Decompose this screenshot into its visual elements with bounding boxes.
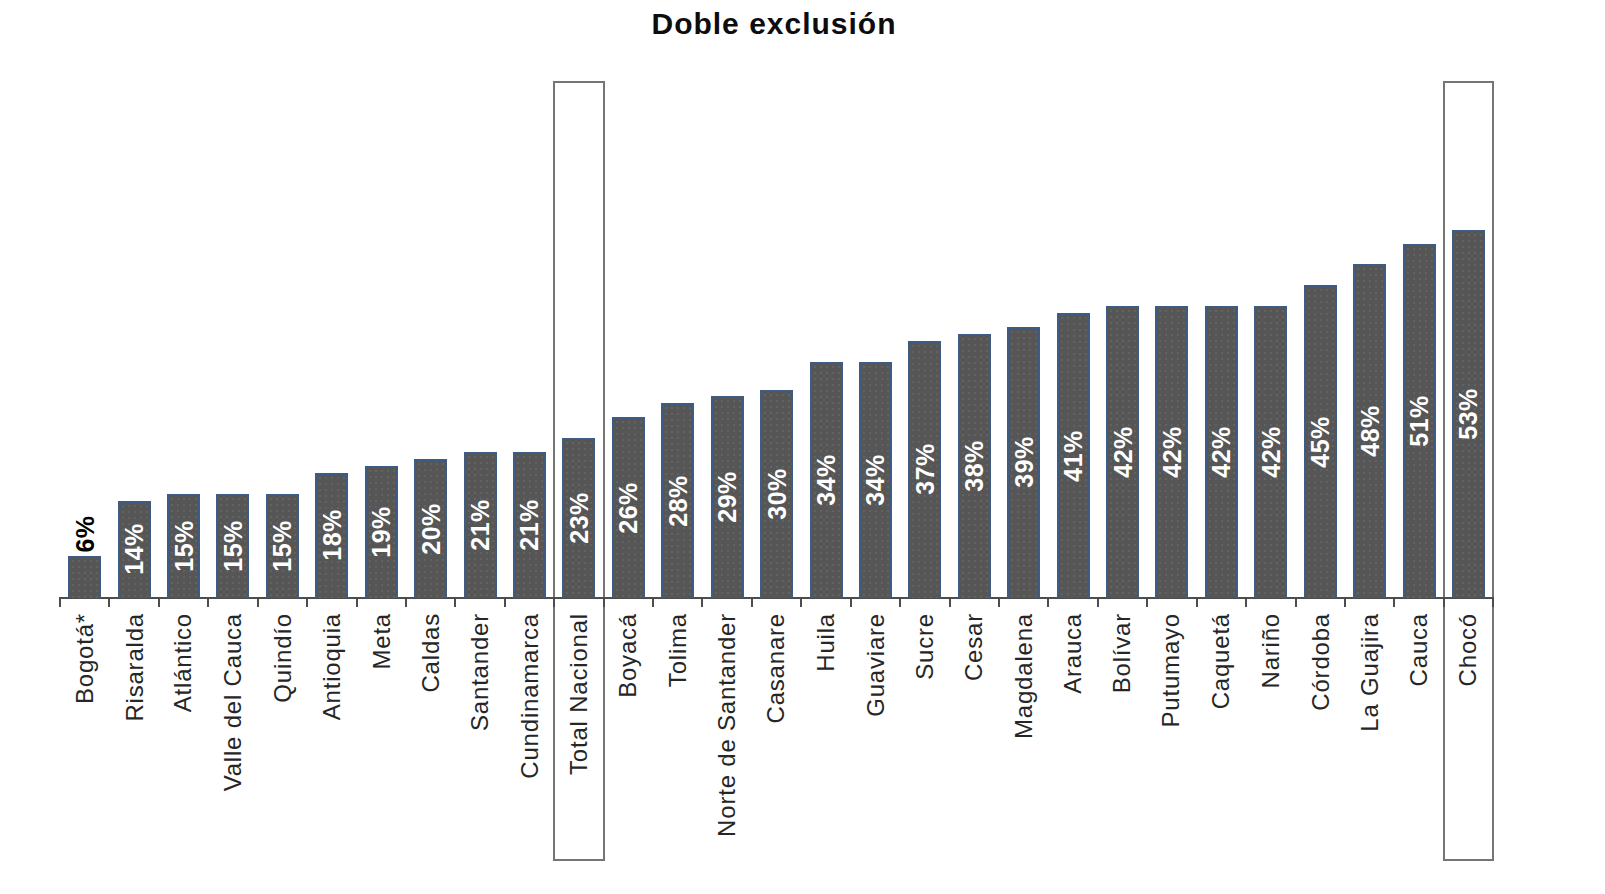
axis-tick xyxy=(1393,597,1395,607)
value-label: 42% xyxy=(1256,426,1285,478)
category-label: Caldas xyxy=(419,613,443,693)
category-label: La Guajira xyxy=(1358,613,1382,732)
value-label: 15% xyxy=(268,520,297,572)
category-label: Huila xyxy=(814,613,838,672)
value-label: 20% xyxy=(416,503,445,555)
category-label: Meta xyxy=(369,613,393,670)
category-label: Magdalena xyxy=(1012,613,1036,739)
axis-tick xyxy=(701,597,703,607)
category-label: Tolima xyxy=(666,613,690,687)
axis-tick xyxy=(504,597,506,607)
axis-tick xyxy=(603,597,605,607)
chart-title: Doble exclusión xyxy=(651,7,896,41)
value-label: 30% xyxy=(762,468,791,520)
axis-tick xyxy=(1097,597,1099,607)
category-label: Risaralda xyxy=(122,613,146,722)
value-label: 34% xyxy=(812,454,841,506)
axis-tick xyxy=(257,597,259,607)
value-label: 42% xyxy=(1207,426,1236,478)
category-label: Bolívar xyxy=(1111,613,1135,693)
axis-tick xyxy=(800,597,802,607)
category-label: Cesar xyxy=(962,613,986,681)
category-label: Córdoba xyxy=(1308,613,1332,711)
category-label: Total Nacional xyxy=(567,613,591,775)
axis-tick xyxy=(1443,597,1445,607)
value-label: 29% xyxy=(713,471,742,523)
category-label: Bogotá* xyxy=(73,613,97,704)
value-label: 51% xyxy=(1405,395,1434,447)
axis-tick xyxy=(553,597,555,607)
value-label: 42% xyxy=(1157,426,1186,478)
category-label: Boyacá xyxy=(616,613,640,698)
category-label: Quindío xyxy=(270,613,294,703)
axis-tick xyxy=(949,597,951,607)
value-label: 15% xyxy=(169,520,198,572)
category-label: Norte de Santander xyxy=(715,613,739,837)
axis-tick xyxy=(1196,597,1198,607)
value-label: 48% xyxy=(1355,405,1384,457)
axis-tick xyxy=(356,597,358,607)
category-label: Cundinamarca xyxy=(518,613,542,779)
category-label: Sucre xyxy=(913,613,937,680)
value-label: 28% xyxy=(663,475,692,527)
category-label: Nariño xyxy=(1259,613,1283,689)
value-label: 45% xyxy=(1306,416,1335,468)
value-label: 21% xyxy=(515,499,544,551)
category-label: Atlántico xyxy=(172,613,196,712)
category-label: Antioquia xyxy=(320,613,344,720)
value-label: 38% xyxy=(960,440,989,492)
category-label: Santander xyxy=(468,613,492,731)
category-label: Caquetá xyxy=(1209,613,1233,709)
axis-tick xyxy=(306,597,308,607)
axis-tick xyxy=(454,597,456,607)
value-label: 18% xyxy=(317,510,346,562)
axis-tick xyxy=(751,597,753,607)
category-label: Valle del Cauca xyxy=(221,613,245,791)
axis-tick xyxy=(1146,597,1148,607)
category-label: Arauca xyxy=(1061,613,1085,694)
axis-tick xyxy=(652,597,654,607)
axis-tick xyxy=(158,597,160,607)
axis-tick xyxy=(1245,597,1247,607)
axis-tick xyxy=(1047,597,1049,607)
axis-tick xyxy=(1344,597,1346,607)
value-label: 21% xyxy=(466,499,495,551)
bar-chart: Doble exclusión 6% Bogotá* 14% Risaralda 15%… xyxy=(0,0,1605,894)
value-label: 15% xyxy=(218,520,247,572)
category-label: Putumayo xyxy=(1160,613,1184,727)
value-label: 37% xyxy=(910,444,939,496)
category-label: Chocó xyxy=(1456,613,1480,686)
value-label: 19% xyxy=(367,506,396,558)
value-label: 26% xyxy=(614,482,643,534)
value-label: 23% xyxy=(564,492,593,544)
axis-tick xyxy=(1295,597,1297,607)
value-label: 34% xyxy=(861,454,890,506)
value-label: 6% xyxy=(70,516,99,553)
axis-tick xyxy=(405,597,407,607)
axis-tick xyxy=(59,597,61,607)
value-label: 39% xyxy=(1009,437,1038,489)
category-label: Cauca xyxy=(1407,613,1431,686)
value-label: 53% xyxy=(1454,388,1483,440)
value-label: 42% xyxy=(1108,426,1137,478)
bar-bogot- xyxy=(68,556,101,598)
axis-tick xyxy=(1492,597,1494,607)
category-label: Casanare xyxy=(765,613,789,723)
value-label: 14% xyxy=(120,524,149,576)
axis-tick xyxy=(899,597,901,607)
axis-tick xyxy=(998,597,1000,607)
axis-tick xyxy=(850,597,852,607)
axis-tick xyxy=(108,597,110,607)
category-label: Guaviare xyxy=(863,613,887,717)
axis-tick xyxy=(207,597,209,607)
value-label: 41% xyxy=(1059,430,1088,482)
